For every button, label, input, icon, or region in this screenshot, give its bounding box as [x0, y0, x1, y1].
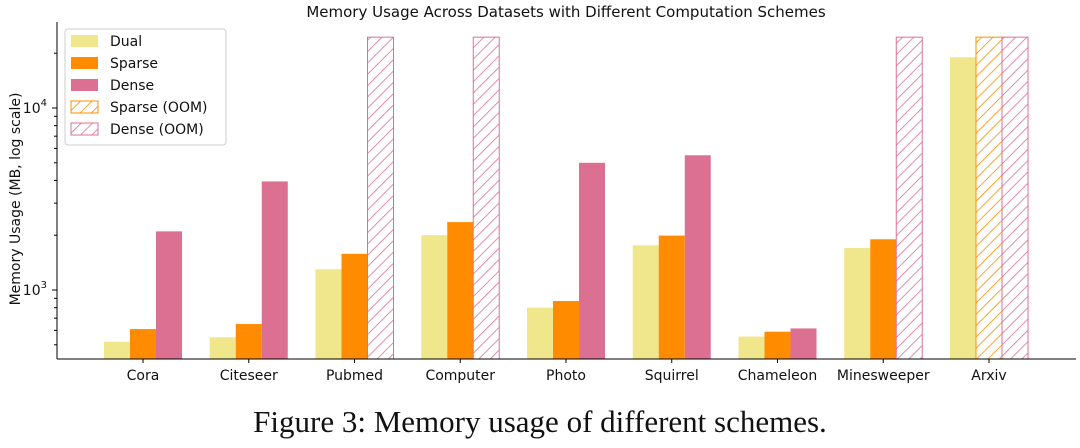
legend-label: Dense: [110, 78, 154, 94]
bar-sparse-computer: [447, 222, 474, 359]
y-tick-label: 104: [23, 98, 47, 117]
bar-sparse-minesweeper: [870, 239, 897, 359]
bar-dense-oom-pubmed: [367, 36, 394, 360]
bar-dense-squirrel: [684, 155, 711, 359]
legend-frame: [64, 28, 227, 146]
bar-dual-computer: [421, 235, 448, 359]
bar-dense-photo: [579, 162, 605, 359]
legend-swatch-dual: [71, 35, 98, 47]
x-tick-label-cora: Cora: [127, 368, 160, 384]
bar-sparse-oom-arxiv: [975, 36, 1003, 360]
x-tick-label-computer: Computer: [425, 368, 495, 384]
legend-swatch-dense: [71, 79, 98, 91]
bar-dual-minesweeper: [844, 248, 871, 359]
x-tick-label-arxiv: Arxiv: [971, 368, 1006, 384]
bar-dual-arxiv: [950, 57, 976, 359]
axes: [56, 22, 1076, 360]
bar-dual-cora: [104, 341, 130, 359]
bar-dense-chameleon: [790, 328, 817, 359]
bar-sparse-cora: [130, 329, 156, 359]
legend-label: Dual: [110, 34, 142, 50]
bar-dense-oom-arxiv: [1001, 36, 1029, 360]
bar-sparse-citeseer: [235, 324, 262, 359]
bar-sparse-squirrel: [658, 235, 685, 359]
legend-label: Sparse: [110, 56, 158, 72]
y-tick-label: 103: [23, 280, 47, 299]
legend-swatch-sparse: [71, 57, 98, 69]
bar-dual-citeseer: [209, 337, 236, 359]
x-tick-label-pubmed: Pubmed: [326, 368, 383, 384]
bar-dual-squirrel: [632, 245, 659, 359]
bar-sparse-chameleon: [764, 331, 791, 359]
bar-dual-photo: [527, 307, 553, 359]
legend: Dual Sparse Dense Sparse (OOM) Dense (OOM): [64, 28, 227, 146]
legend-label: Dense (OOM): [110, 122, 204, 138]
memory-usage-chart: Memory Usage Across Datasets with Differ…: [8, 3, 1076, 384]
chart-title: Memory Usage Across Datasets with Differ…: [306, 3, 826, 21]
bar-sparse-photo: [553, 301, 579, 359]
bar-dual-chameleon: [738, 336, 765, 359]
bar-dual-pubmed: [315, 269, 342, 359]
x-tick-label-chameleon: Chameleon: [738, 368, 817, 384]
legend-label: Sparse (OOM): [110, 100, 208, 116]
legend-swatch-dense-oom: [70, 122, 99, 136]
bar-dense-citeseer: [261, 181, 288, 359]
bars-layer: Cora Citeseer Pubmed Computer Photo Squirrel C…: [104, 36, 1029, 384]
figure-caption: Figure 3: Memory usage of different sche…: [253, 404, 827, 439]
bar-dense-oom-computer: [472, 36, 500, 360]
bar-dense-cora: [156, 231, 182, 359]
ticks-layer: 103 104: [23, 52, 57, 346]
x-tick-label-citeseer: Citeseer: [220, 368, 278, 384]
x-tick-label-squirrel: Squirrel: [645, 368, 699, 384]
bar-sparse-pubmed: [341, 253, 368, 359]
x-tick-label-minesweeper: Minesweeper: [837, 368, 930, 384]
bar-dense-oom-minesweeper: [895, 36, 923, 360]
y-axis-label: Memory Usage (MB, log scale): [8, 93, 24, 306]
x-tick-label-photo: Photo: [546, 368, 586, 384]
legend-swatch-sparse-oom: [70, 100, 99, 114]
